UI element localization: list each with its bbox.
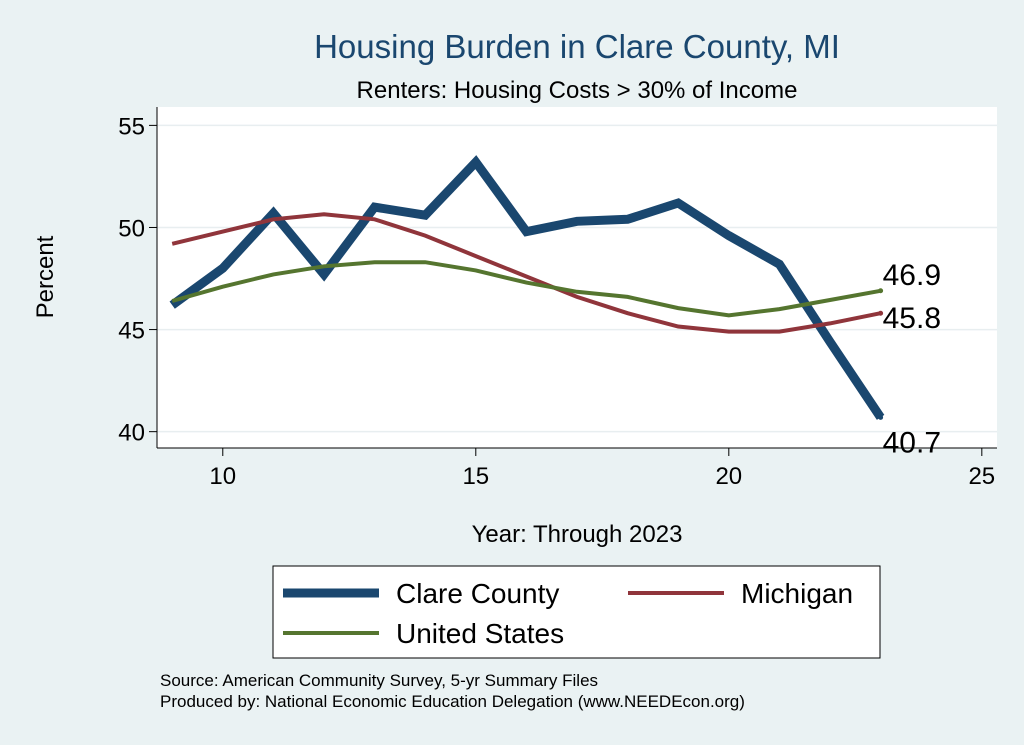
x-tick-label-10: 10 [209, 463, 236, 490]
y-tick-label-55: 55 [118, 113, 145, 140]
y-axis-label: Percent [32, 235, 59, 318]
plot-area [157, 107, 997, 448]
legend-label-united-states: United States [396, 618, 564, 649]
legend-label-clare-county: Clare County [396, 578, 559, 609]
source-note: Source: American Community Survey, 5-yr … [160, 671, 598, 690]
legend-label-michigan: Michigan [741, 578, 853, 609]
series-end-marker-clare-county [878, 414, 884, 420]
producer-note: Produced by: National Economic Education… [160, 692, 745, 711]
y-tick-label-50: 50 [118, 215, 145, 242]
x-axis-label: Year: Through 2023 [472, 521, 683, 548]
series-lines [169, 155, 885, 420]
series-line-clare-county [169, 155, 885, 420]
axes: 40 45 50 55 10 15 20 25 [118, 107, 997, 490]
end-labels: 40.7 45.8 46.9 [883, 259, 941, 460]
x-tick-label-20: 20 [715, 463, 742, 490]
y-tick-label-45: 45 [118, 318, 145, 345]
end-label-michigan: 45.8 [883, 302, 941, 335]
series-line-michigan [171, 212, 881, 334]
x-tick-label-15: 15 [462, 463, 489, 490]
end-label-clare-county: 40.7 [883, 426, 941, 459]
end-label-united-states: 46.9 [883, 259, 941, 292]
legend-box [272, 565, 881, 659]
series-line-united-states [171, 260, 881, 318]
series-end-marker-united-states [878, 288, 884, 294]
series-end-marker-michigan [878, 310, 884, 316]
y-tick-label-40: 40 [118, 420, 145, 447]
chart-title: Housing Burden in Clare County, MI [314, 28, 840, 65]
x-tick-label-25: 25 [968, 463, 995, 490]
legend: Clare County Michigan United States [272, 565, 881, 659]
chart-subtitle: Renters: Housing Costs > 30% of Income [357, 77, 798, 104]
grid-lines [157, 124, 997, 433]
